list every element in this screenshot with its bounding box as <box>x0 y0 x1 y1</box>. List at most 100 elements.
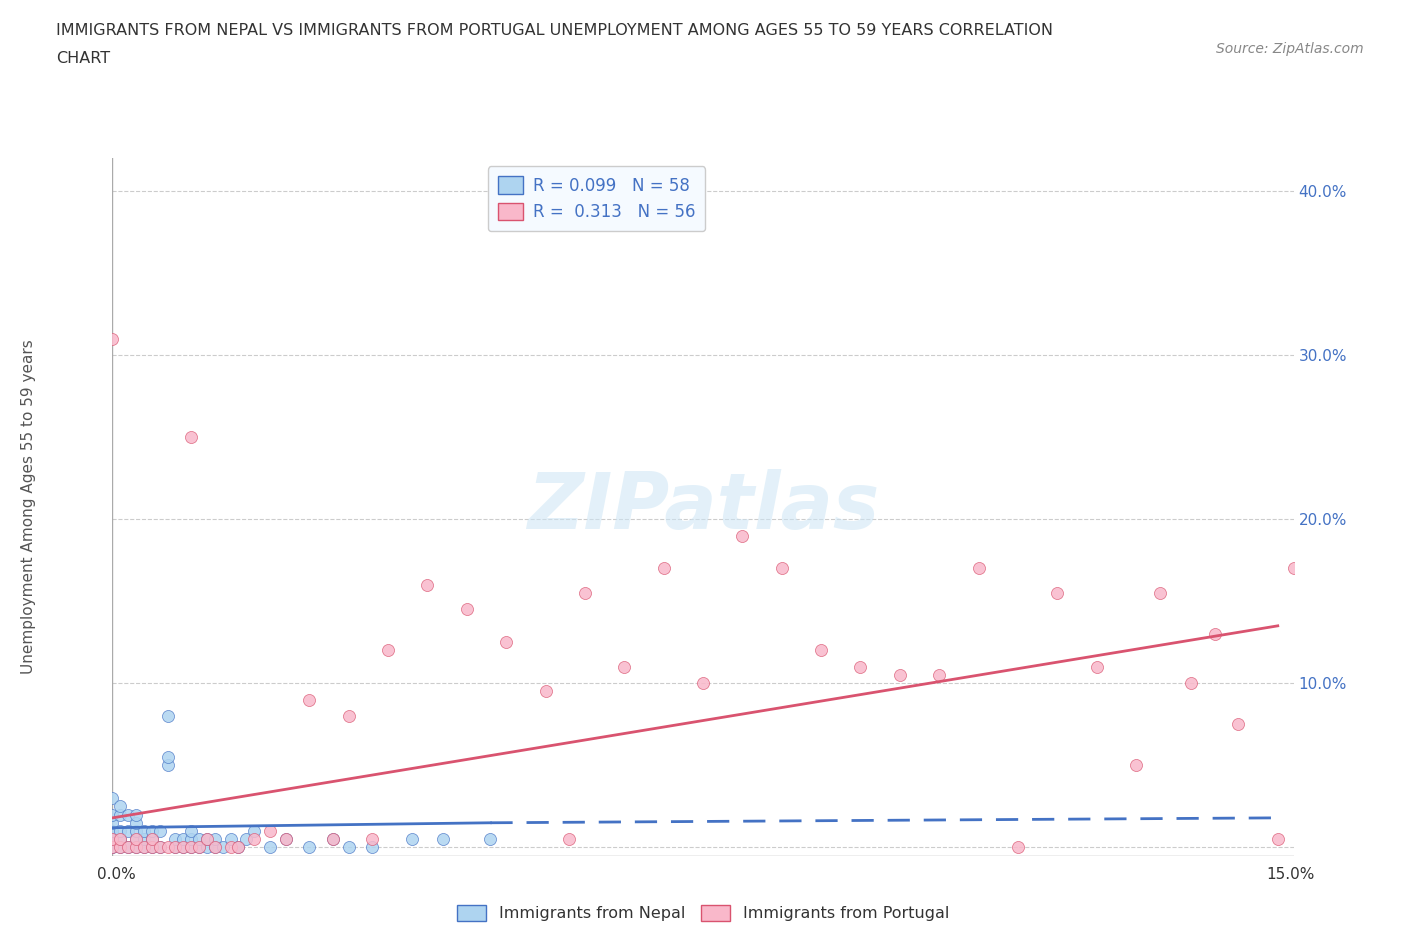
Point <box>165 840 187 855</box>
Point <box>377 643 399 658</box>
Point <box>149 840 172 855</box>
Point <box>101 824 124 839</box>
Point <box>235 831 257 846</box>
Point <box>534 684 557 699</box>
Point <box>101 840 124 855</box>
Point <box>810 643 832 658</box>
Point <box>110 799 132 814</box>
Text: Source: ZipAtlas.com: Source: ZipAtlas.com <box>1216 42 1364 56</box>
Point <box>1180 676 1202 691</box>
Point <box>156 840 179 855</box>
Point <box>110 831 132 846</box>
Point <box>298 840 321 855</box>
Point <box>117 824 139 839</box>
Point <box>401 831 423 846</box>
Point <box>361 840 384 855</box>
Point <box>416 578 439 592</box>
Point <box>204 840 226 855</box>
Text: 0.0%: 0.0% <box>97 867 136 882</box>
Point <box>195 840 218 855</box>
Text: Unemployment Among Ages 55 to 59 years: Unemployment Among Ages 55 to 59 years <box>21 339 35 674</box>
Point <box>132 831 155 846</box>
Point <box>1267 831 1289 846</box>
Point <box>125 824 148 839</box>
Point <box>101 831 124 846</box>
Point <box>574 586 596 601</box>
Point <box>165 840 187 855</box>
Point <box>731 528 754 543</box>
Point <box>110 831 132 846</box>
Point <box>1046 586 1069 601</box>
Point <box>180 831 202 846</box>
Point <box>156 750 179 764</box>
Point <box>770 561 793 576</box>
Point <box>101 807 124 822</box>
Point <box>149 840 172 855</box>
Point <box>479 831 502 846</box>
Point <box>141 831 163 846</box>
Point <box>125 807 148 822</box>
Point <box>456 602 478 617</box>
Point <box>125 831 148 846</box>
Point <box>101 840 124 855</box>
Point <box>274 831 297 846</box>
Point <box>188 840 211 855</box>
Point <box>141 840 163 855</box>
Point <box>652 561 675 576</box>
Point <box>195 831 218 846</box>
Point <box>558 831 581 846</box>
Point <box>361 831 384 846</box>
Point <box>228 840 250 855</box>
Point <box>117 807 139 822</box>
Point <box>967 561 990 576</box>
Point <box>219 831 242 846</box>
Point <box>259 824 281 839</box>
Point <box>1125 758 1147 773</box>
Point <box>101 816 124 830</box>
Text: IMMIGRANTS FROM NEPAL VS IMMIGRANTS FROM PORTUGAL UNEMPLOYMENT AMONG AGES 55 TO : IMMIGRANTS FROM NEPAL VS IMMIGRANTS FROM… <box>56 23 1053 38</box>
Point <box>613 659 636 674</box>
Point <box>228 840 250 855</box>
Point <box>692 676 714 691</box>
Point <box>219 840 242 855</box>
Point <box>322 831 344 846</box>
Legend: Immigrants from Nepal, Immigrants from Portugal: Immigrants from Nepal, Immigrants from P… <box>451 898 955 928</box>
Point <box>132 840 155 855</box>
Point <box>243 824 266 839</box>
Point <box>110 840 132 855</box>
Point <box>243 831 266 846</box>
Point <box>1085 659 1108 674</box>
Point <box>322 831 344 846</box>
Point <box>110 824 132 839</box>
Point <box>259 840 281 855</box>
Text: CHART: CHART <box>56 51 110 66</box>
Point <box>188 831 211 846</box>
Point <box>117 840 139 855</box>
Point <box>1007 840 1029 855</box>
Point <box>125 840 148 855</box>
Point <box>1282 561 1305 576</box>
Point <box>337 840 360 855</box>
Point <box>110 840 132 855</box>
Point <box>141 831 163 846</box>
Point <box>180 840 202 855</box>
Point <box>172 831 194 846</box>
Point <box>204 831 226 846</box>
Point <box>172 840 194 855</box>
Point <box>149 824 172 839</box>
Point <box>141 824 163 839</box>
Point <box>101 331 124 346</box>
Point <box>188 840 211 855</box>
Point <box>125 840 148 855</box>
Point <box>195 831 218 846</box>
Point <box>156 758 179 773</box>
Point <box>132 840 155 855</box>
Point <box>172 840 194 855</box>
Point <box>337 709 360 724</box>
Point <box>101 831 124 846</box>
Point <box>889 668 911 683</box>
Point <box>101 840 124 855</box>
Point <box>1204 627 1226 642</box>
Point <box>132 824 155 839</box>
Point <box>1227 717 1250 732</box>
